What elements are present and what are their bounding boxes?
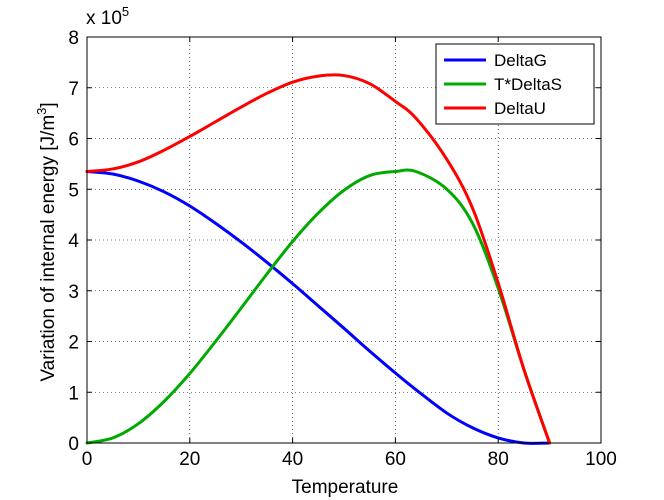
tick-labels: 0 20 40 60 80 100 0 1 2 3 4 5 6 7 8: [68, 28, 616, 470]
y-axis-label: Variation of internal energy [J/m3]: [34, 102, 59, 381]
y-tick-label: 7: [68, 79, 79, 100]
series-line-t-deltas: [85, 168, 552, 445]
y-axis-label-main: Variation of internal energy [J/m: [38, 115, 59, 382]
y-tick-label: 6: [68, 130, 79, 151]
y-tick-label: 0: [68, 434, 79, 455]
ticks: [86, 36, 602, 444]
x-tick-label: 60: [385, 449, 406, 470]
legend-label-t-deltas: T*DeltaS: [494, 75, 562, 94]
y-tick-label: 3: [68, 282, 79, 303]
x-tick-label: 0: [82, 449, 93, 470]
legend-label-deltau: DeltaU: [494, 99, 546, 118]
y-axis-multiplier: x 105: [86, 4, 129, 29]
x-tick-label: 40: [282, 449, 303, 470]
y-multiplier-exponent: 5: [122, 4, 129, 19]
y-tick-label: 4: [68, 231, 79, 252]
x-tick-label: 20: [179, 449, 200, 470]
y-multiplier-prefix: x 10: [86, 8, 122, 29]
y-tick-label: 1: [68, 383, 79, 404]
legend: DeltaG T*DeltaS DeltaU: [435, 43, 595, 125]
series-layer: [85, 73, 552, 445]
series-line-deltag: [85, 169, 552, 445]
x-tick-label: 100: [585, 449, 617, 470]
y-axis-label-superscript: 3: [34, 108, 49, 115]
y-axis-label-suffix: ]: [38, 102, 59, 107]
y-tick-label: 8: [68, 28, 79, 49]
y-tick-label: 2: [68, 333, 79, 354]
x-tick-label: 80: [488, 449, 509, 470]
x-axis-label: Temperature: [292, 477, 399, 498]
y-tick-label: 5: [68, 180, 79, 201]
legend-label-deltag: DeltaG: [494, 51, 547, 70]
series-line-deltau: [85, 73, 552, 445]
